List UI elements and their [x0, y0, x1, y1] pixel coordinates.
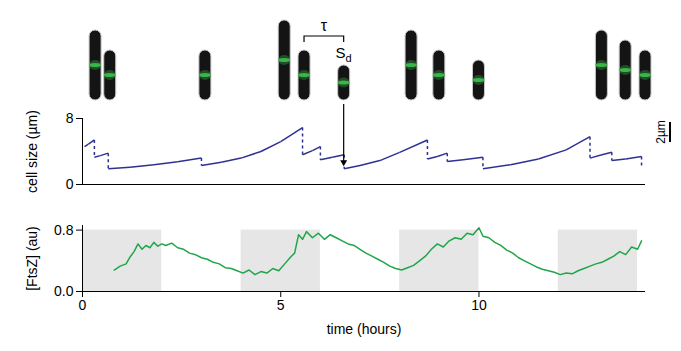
svg-text:Sd: Sd [336, 44, 352, 64]
svg-text:τ: τ [321, 17, 328, 34]
svg-text:cell size (µm): cell size (µm) [24, 110, 40, 193]
svg-text:[FtsZ] (au): [FtsZ] (au) [24, 226, 40, 291]
svg-text:8: 8 [66, 110, 74, 126]
svg-text:0: 0 [79, 297, 87, 313]
svg-text:time (hours): time (hours) [327, 321, 402, 337]
svg-text:0.0: 0.0 [54, 283, 74, 299]
svg-text:0: 0 [66, 176, 74, 192]
svg-text:2µm: 2µm [654, 120, 668, 144]
svg-text:10: 10 [471, 297, 487, 313]
svg-text:5: 5 [277, 297, 285, 313]
svg-text:0.8: 0.8 [54, 222, 74, 238]
